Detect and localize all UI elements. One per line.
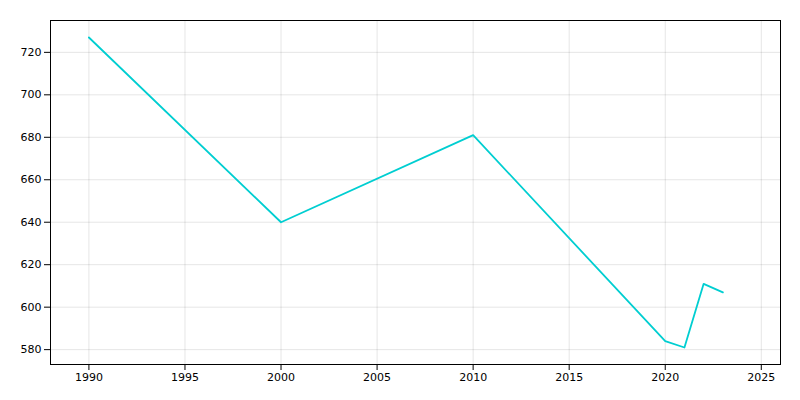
svg-text:580: 580 <box>21 343 42 356</box>
svg-text:620: 620 <box>21 258 42 271</box>
svg-text:720: 720 <box>21 46 42 59</box>
svg-text:2025: 2025 <box>747 371 775 384</box>
svg-text:700: 700 <box>21 88 42 101</box>
svg-text:2015: 2015 <box>555 371 583 384</box>
svg-text:1995: 1995 <box>171 371 199 384</box>
svg-text:680: 680 <box>21 131 42 144</box>
svg-text:2000: 2000 <box>267 371 295 384</box>
svg-text:600: 600 <box>21 301 42 314</box>
svg-text:640: 640 <box>21 216 42 229</box>
svg-text:2020: 2020 <box>651 371 679 384</box>
svg-text:1990: 1990 <box>75 371 103 384</box>
svg-text:660: 660 <box>21 173 42 186</box>
svg-text:2010: 2010 <box>459 371 487 384</box>
svg-text:2005: 2005 <box>363 371 391 384</box>
